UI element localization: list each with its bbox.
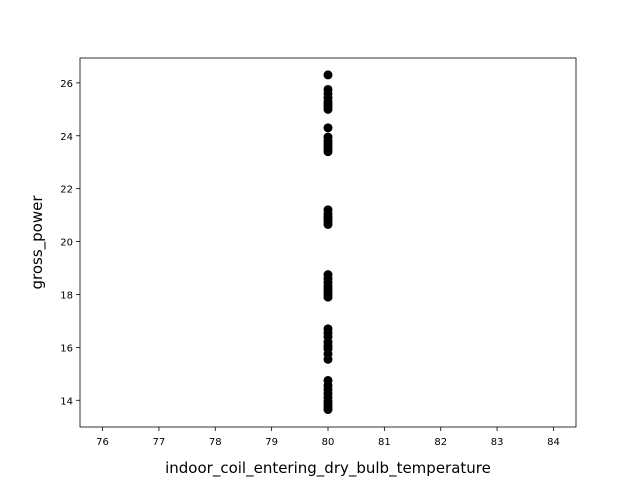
data-point [323, 70, 333, 80]
x-tick-label: 76 [96, 437, 109, 448]
plot-frame [79, 57, 577, 428]
data-point [323, 123, 333, 133]
data-point [323, 219, 333, 229]
x-tick-label: 80 [322, 437, 335, 448]
data-point [323, 405, 333, 415]
y-tick-label: 24 [60, 132, 73, 143]
points-layer [323, 70, 333, 415]
y-tick-label: 22 [60, 185, 73, 196]
x-tick-label: 78 [209, 437, 222, 448]
data-point [323, 147, 333, 157]
y-tick-label: 14 [60, 396, 73, 407]
y-tick-label: 18 [60, 290, 73, 301]
data-point [323, 354, 333, 364]
x-tick-label: 77 [153, 437, 166, 448]
y-axis-label: gross_power [28, 195, 47, 290]
x-axis-ticks: 76 77 78 79 80 81 82 83 84 [96, 427, 560, 448]
x-tick-label: 83 [491, 437, 504, 448]
data-point [323, 292, 333, 302]
x-tick-label: 82 [434, 437, 447, 448]
y-tick-label: 26 [60, 79, 73, 90]
y-tick-label: 20 [60, 238, 73, 249]
x-tick-label: 81 [378, 437, 391, 448]
plot-area [80, 58, 576, 427]
x-axis-label: indoor_coil_entering_dry_bulb_temperatur… [165, 459, 491, 478]
y-axis-ticks: 14 16 18 20 22 24 26 [60, 79, 80, 407]
x-tick-label: 84 [547, 437, 560, 448]
data-point [323, 104, 333, 114]
y-tick-label: 16 [60, 343, 73, 354]
x-tick-label: 79 [265, 437, 278, 448]
